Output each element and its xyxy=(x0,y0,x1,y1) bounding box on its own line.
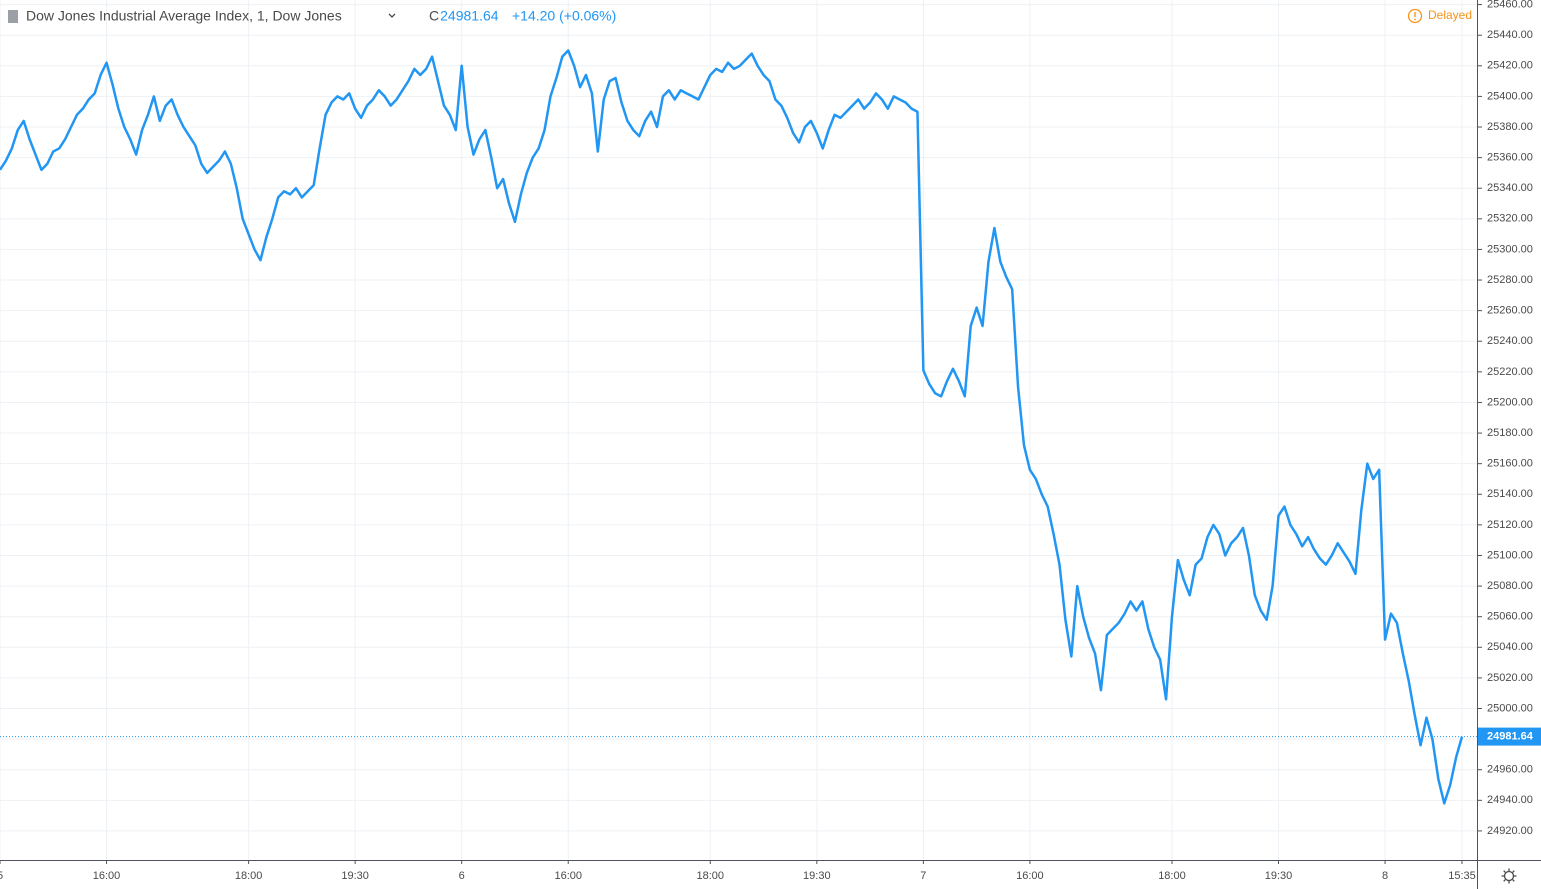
last-price-box xyxy=(1478,727,1541,746)
y-tick-label: 25340.00 xyxy=(1487,182,1533,194)
y-tick-label: 25000.00 xyxy=(1487,702,1533,714)
settings-icon[interactable] xyxy=(1501,868,1517,884)
x-tick-label: 16:00 xyxy=(554,870,582,882)
x-tick-label: 16:00 xyxy=(1016,870,1044,882)
last-price-label: 24981.64 xyxy=(1487,731,1534,743)
price-line xyxy=(0,49,1464,805)
y-tick-label: 25260.00 xyxy=(1487,305,1533,317)
y-tick-label: 25360.00 xyxy=(1487,152,1533,164)
x-tick-label: 18:00 xyxy=(1158,870,1186,882)
y-tick-label: 25460.00 xyxy=(1487,0,1533,10)
y-tick-label: 25040.00 xyxy=(1487,641,1533,653)
delayed-icon-dot xyxy=(1414,18,1416,21)
y-tick-label: 25300.00 xyxy=(1487,243,1533,255)
title-chevron[interactable] xyxy=(388,13,396,18)
x-tick-label: 19:30 xyxy=(1265,870,1293,882)
y-tick-label: 25440.00 xyxy=(1487,29,1533,41)
x-tick-label: 19:30 xyxy=(803,870,831,882)
y-tick-label: 25240.00 xyxy=(1487,335,1533,347)
delayed-label[interactable]: Delayed xyxy=(1428,8,1472,22)
x-tick-label: 19:30 xyxy=(341,870,369,882)
gear-ring xyxy=(1503,870,1515,882)
y-tick-label: 24940.00 xyxy=(1487,794,1533,806)
y-tick-label: 25020.00 xyxy=(1487,672,1533,684)
y-tick-label: 25100.00 xyxy=(1487,549,1533,561)
y-tick-label: 25080.00 xyxy=(1487,580,1533,592)
x-tick-label: 5 xyxy=(0,870,3,882)
close-value: 24981.64 xyxy=(440,8,499,24)
y-tick-label: 25320.00 xyxy=(1487,213,1533,225)
y-tick-label: 25180.00 xyxy=(1487,427,1533,439)
y-tick-label: 25400.00 xyxy=(1487,90,1533,102)
y-tick-label: 25140.00 xyxy=(1487,488,1533,500)
delayed-icon[interactable] xyxy=(1407,8,1423,24)
grid xyxy=(0,0,1477,860)
x-tick-label: 7 xyxy=(920,870,926,882)
gear-teeth xyxy=(1501,868,1517,884)
y-tick-label: 25380.00 xyxy=(1487,121,1533,133)
x-tick-label: 16:00 xyxy=(93,870,121,882)
symbol-flag xyxy=(8,10,18,23)
y-tick-label: 25160.00 xyxy=(1487,458,1533,470)
y-tick-label: 25220.00 xyxy=(1487,366,1533,378)
y-tick-label: 25280.00 xyxy=(1487,274,1533,286)
plot xyxy=(0,49,1477,805)
y-tick-label: 25060.00 xyxy=(1487,611,1533,623)
x-tick-label: 8 xyxy=(1382,870,1388,882)
y-tick-label: 24920.00 xyxy=(1487,825,1533,837)
y-tick-label: 24960.00 xyxy=(1487,764,1533,776)
x-tick-label: 18:00 xyxy=(697,870,725,882)
y-tick-label: 25200.00 xyxy=(1487,396,1533,408)
x-tick-label: 18:00 xyxy=(235,870,263,882)
change: +14.20 (+0.06%) xyxy=(512,8,616,24)
ohlc-label: C xyxy=(429,8,439,24)
y-tick-label: 25120.00 xyxy=(1487,519,1533,531)
chart-title[interactable]: Dow Jones Industrial Average Index, 1, D… xyxy=(26,8,342,24)
x-tick-label: 15:35 xyxy=(1448,870,1476,882)
x-tick-label: 6 xyxy=(459,870,465,882)
y-tick-label: 25420.00 xyxy=(1487,60,1533,72)
